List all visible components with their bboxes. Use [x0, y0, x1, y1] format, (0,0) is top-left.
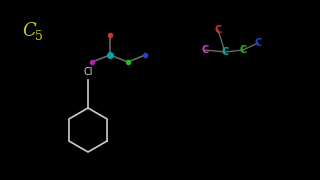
Text: 5: 5 [35, 30, 43, 43]
Text: C: C [214, 25, 222, 35]
Text: C: C [201, 45, 209, 55]
Text: C: C [254, 38, 262, 48]
Text: C: C [22, 22, 36, 40]
Text: C: C [221, 47, 228, 57]
Text: C: C [239, 45, 247, 55]
Text: Cl: Cl [83, 67, 93, 77]
